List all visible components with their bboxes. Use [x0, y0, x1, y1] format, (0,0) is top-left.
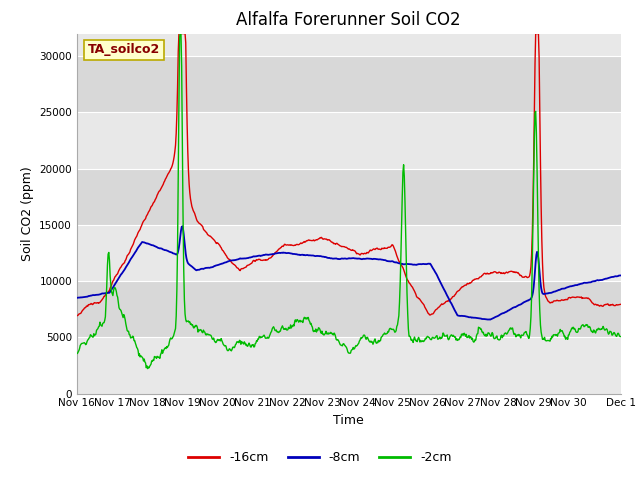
Bar: [77, 225, 621, 281]
Y-axis label: Soil CO2 (ppm): Soil CO2 (ppm): [20, 166, 34, 261]
Legend: -16cm, -8cm, -2cm: -16cm, -8cm, -2cm: [183, 446, 457, 469]
Bar: [77, 281, 621, 337]
X-axis label: Time: Time: [333, 414, 364, 427]
Bar: [77, 56, 621, 112]
Text: TA_soilco2: TA_soilco2: [88, 43, 160, 56]
Bar: [77, 337, 621, 394]
Bar: [77, 112, 621, 168]
Bar: [77, 168, 621, 225]
Title: Alfalfa Forerunner Soil CO2: Alfalfa Forerunner Soil CO2: [237, 11, 461, 29]
